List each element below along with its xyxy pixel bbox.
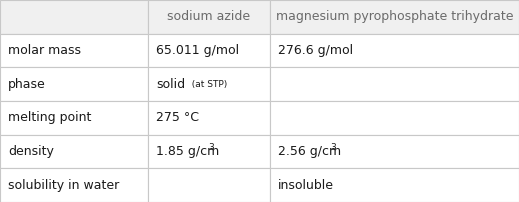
Bar: [148, 0, 270, 34]
Text: 65.011 g/mol: 65.011 g/mol: [156, 44, 239, 57]
Bar: [0, 135, 148, 168]
Bar: [270, 34, 519, 67]
Bar: [270, 135, 519, 168]
Bar: [270, 67, 519, 101]
Bar: [270, 101, 519, 135]
Text: solid: solid: [156, 78, 185, 91]
Text: density: density: [8, 145, 54, 158]
Text: magnesium pyrophosphate trihydrate: magnesium pyrophosphate trihydrate: [276, 10, 513, 23]
Text: 2.56 g/cm: 2.56 g/cm: [278, 145, 341, 158]
Bar: [0, 67, 148, 101]
Bar: [148, 135, 270, 168]
Bar: [270, 168, 519, 202]
Text: 3: 3: [330, 142, 336, 152]
Text: melting point: melting point: [8, 111, 91, 124]
Text: 1.85 g/cm: 1.85 g/cm: [156, 145, 219, 158]
Bar: [0, 101, 148, 135]
Bar: [270, 0, 519, 34]
Bar: [148, 168, 270, 202]
Text: solubility in water: solubility in water: [8, 179, 119, 192]
Text: 276.6 g/mol: 276.6 g/mol: [278, 44, 353, 57]
Bar: [0, 168, 148, 202]
Bar: [148, 67, 270, 101]
Text: 275 °C: 275 °C: [156, 111, 199, 124]
Bar: [148, 34, 270, 67]
Text: insoluble: insoluble: [278, 179, 334, 192]
Bar: [0, 34, 148, 67]
Bar: [0, 0, 148, 34]
Text: (at STP): (at STP): [186, 80, 227, 89]
Text: 3: 3: [208, 142, 214, 152]
Text: sodium azide: sodium azide: [168, 10, 251, 23]
Text: molar mass: molar mass: [8, 44, 81, 57]
Text: phase: phase: [8, 78, 46, 91]
Bar: [148, 101, 270, 135]
